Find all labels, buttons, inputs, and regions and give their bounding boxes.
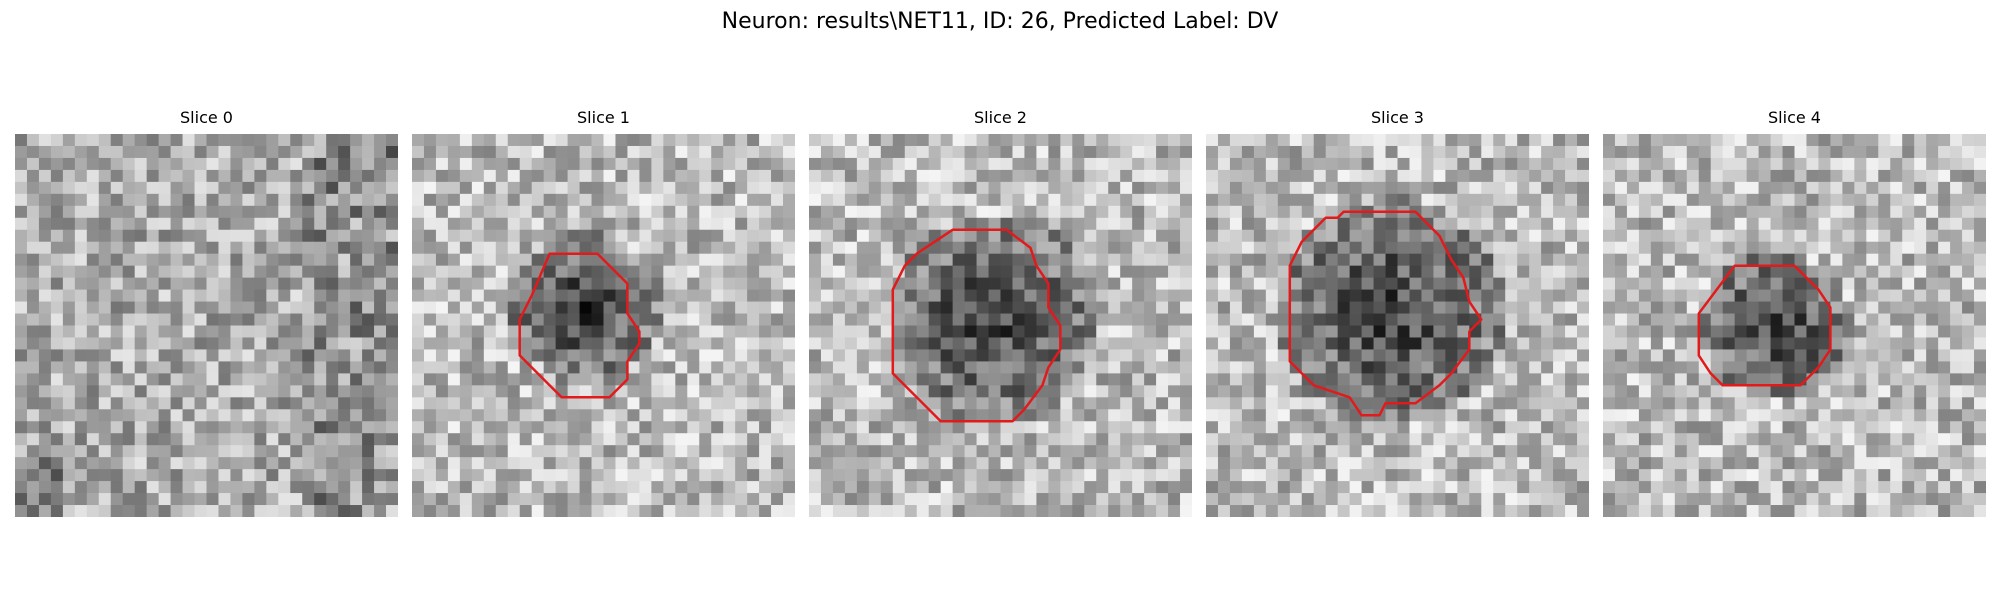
slice-title: Slice 0	[0, 108, 418, 128]
slice-image	[1206, 134, 1589, 517]
slice-title: Slice 1	[392, 108, 815, 128]
slice-title: Slice 3	[1186, 108, 1609, 128]
slice-panel-2: Slice 2	[809, 134, 1192, 517]
slice-panel-4: Slice 4	[1603, 134, 1986, 517]
slice-image	[412, 134, 795, 517]
slice-panel-3: Slice 3	[1206, 134, 1589, 517]
figure-title: Neuron: results\NET11, ID: 26, Predicted…	[0, 8, 2000, 36]
slice-title: Slice 2	[789, 108, 1212, 128]
slice-image	[1603, 134, 1986, 517]
slice-panel-1: Slice 1	[412, 134, 795, 517]
slice-panel-0: Slice 0	[15, 134, 398, 517]
slice-image	[809, 134, 1192, 517]
slice-title: Slice 4	[1583, 108, 2000, 128]
slice-image	[15, 134, 398, 517]
